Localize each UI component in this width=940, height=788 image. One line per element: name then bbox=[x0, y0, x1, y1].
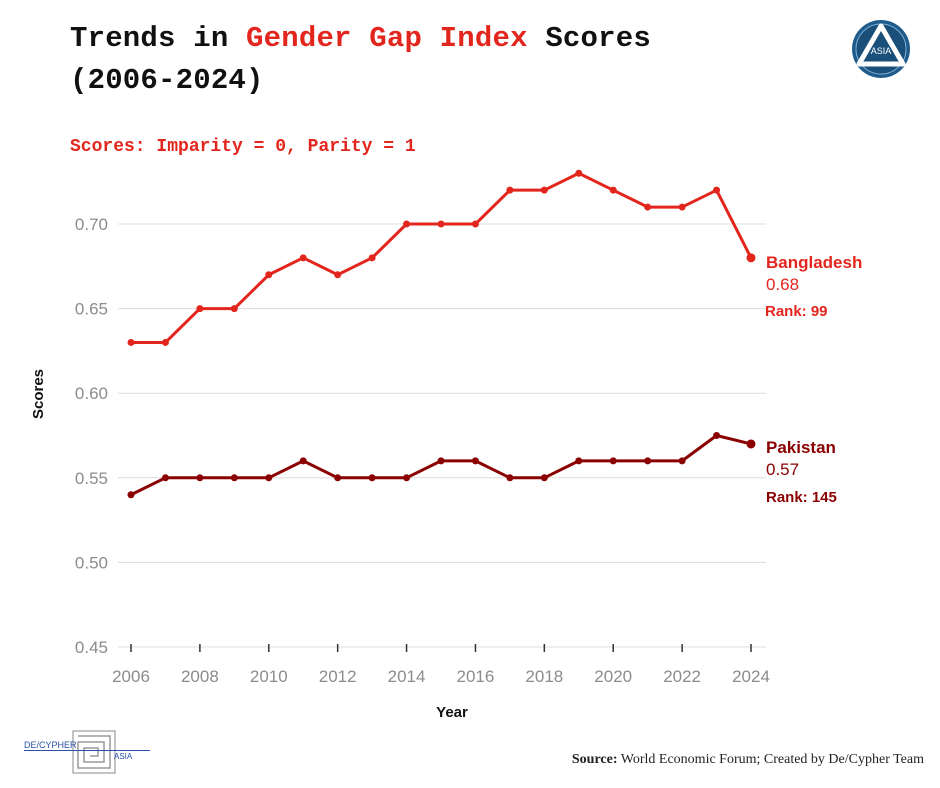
data-point-bangladesh bbox=[127, 338, 135, 346]
decypher-logo: DE/CYPHER ASIA bbox=[22, 730, 152, 775]
data-point-bangladesh bbox=[678, 203, 686, 211]
data-point-bangladesh bbox=[506, 186, 514, 194]
x-tick-label: 2016 bbox=[457, 667, 495, 686]
x-tick-label: 2020 bbox=[594, 667, 632, 686]
x-tick-label: 2006 bbox=[112, 667, 150, 686]
x-tick-label: 2008 bbox=[181, 667, 219, 686]
data-point-bangladesh bbox=[746, 253, 756, 263]
data-point-pakistan bbox=[644, 457, 652, 465]
series-line-bangladesh bbox=[131, 171, 753, 344]
data-point-bangladesh bbox=[368, 254, 376, 262]
data-point-pakistan bbox=[299, 457, 307, 465]
series-name-label: Bangladesh bbox=[766, 253, 862, 272]
series-line-pakistan bbox=[130, 434, 752, 497]
data-point-bangladesh bbox=[575, 169, 583, 177]
title-line2: (2006-2024) bbox=[70, 64, 264, 97]
x-tick-label: 2024 bbox=[732, 667, 770, 686]
data-point-pakistan bbox=[334, 474, 342, 482]
data-point-pakistan bbox=[506, 474, 514, 482]
data-point-pakistan bbox=[161, 474, 169, 482]
y-tick-label: 0.50 bbox=[75, 553, 108, 572]
data-point-bangladesh bbox=[609, 186, 617, 194]
data-point-pakistan bbox=[575, 457, 583, 465]
series-rank-label: Rank: 145 bbox=[766, 489, 837, 506]
data-point-bangladesh bbox=[161, 338, 169, 346]
y-tick-label: 0.60 bbox=[75, 384, 108, 403]
source-note: Source: World Economic Forum; Created by… bbox=[572, 752, 924, 768]
data-point-pakistan bbox=[471, 457, 479, 465]
series-rank-label: Rank: 99 bbox=[765, 303, 828, 320]
data-point-pakistan bbox=[678, 457, 686, 465]
data-point-bangladesh bbox=[437, 220, 445, 228]
x-axis-title: Year bbox=[436, 704, 468, 721]
data-point-pakistan bbox=[127, 491, 135, 499]
title-part2: Scores bbox=[545, 22, 651, 55]
x-tick-label: 2012 bbox=[319, 667, 357, 686]
logo-bottom-text: DE/CYPHER bbox=[24, 740, 150, 751]
x-tick-label: 2010 bbox=[250, 667, 288, 686]
data-point-pakistan bbox=[230, 474, 238, 482]
y-axis-title: Scores bbox=[30, 369, 47, 419]
data-point-bangladesh bbox=[713, 186, 721, 194]
data-point-bangladesh bbox=[196, 305, 204, 313]
series-end-value-label: 0.68 bbox=[766, 275, 799, 294]
y-tick-label: 0.70 bbox=[75, 215, 108, 234]
x-tick-label: 2022 bbox=[663, 667, 701, 686]
data-point-bangladesh bbox=[265, 271, 273, 279]
x-tick-label: 2018 bbox=[525, 667, 563, 686]
title-part1: Trends in bbox=[70, 22, 229, 55]
y-tick-label: 0.55 bbox=[75, 469, 108, 488]
chart-subtitle: Scores: Imparity = 0, Parity = 1 bbox=[70, 137, 416, 157]
asia-logo-icon: ASIA bbox=[850, 18, 912, 80]
series-name-label: Pakistan bbox=[766, 438, 836, 457]
y-tick-label: 0.65 bbox=[75, 300, 108, 319]
data-point-pakistan bbox=[713, 432, 721, 439]
data-point-pakistan bbox=[265, 474, 273, 482]
source-text: World Economic Forum; Created by De/Cyph… bbox=[620, 752, 924, 767]
logo-top-text: ASIA bbox=[871, 46, 892, 56]
maze-icon bbox=[72, 730, 116, 774]
data-point-pakistan bbox=[746, 439, 756, 449]
data-point-bangladesh bbox=[644, 203, 652, 211]
logo-bottom-subtext: ASIA bbox=[114, 752, 133, 761]
data-point-bangladesh bbox=[334, 271, 342, 279]
chart-title: Trends in Gender Gap Index Scores (2006-… bbox=[70, 18, 710, 102]
data-point-bangladesh bbox=[299, 254, 307, 262]
data-point-pakistan bbox=[609, 457, 617, 465]
data-point-pakistan bbox=[368, 474, 376, 482]
data-point-pakistan bbox=[540, 474, 548, 482]
x-tick-label: 2014 bbox=[388, 667, 426, 686]
data-point-bangladesh bbox=[403, 220, 411, 228]
data-point-bangladesh bbox=[230, 305, 238, 313]
y-tick-label: 0.45 bbox=[75, 638, 108, 657]
data-point-pakistan bbox=[196, 474, 204, 482]
source-label: Source: bbox=[571, 752, 618, 767]
title-highlight: Gender Gap Index bbox=[246, 22, 528, 55]
data-point-bangladesh bbox=[471, 220, 479, 228]
data-point-bangladesh bbox=[540, 186, 548, 194]
data-point-pakistan bbox=[437, 457, 445, 465]
data-point-pakistan bbox=[403, 474, 411, 482]
series-end-value-label: 0.57 bbox=[766, 460, 799, 479]
